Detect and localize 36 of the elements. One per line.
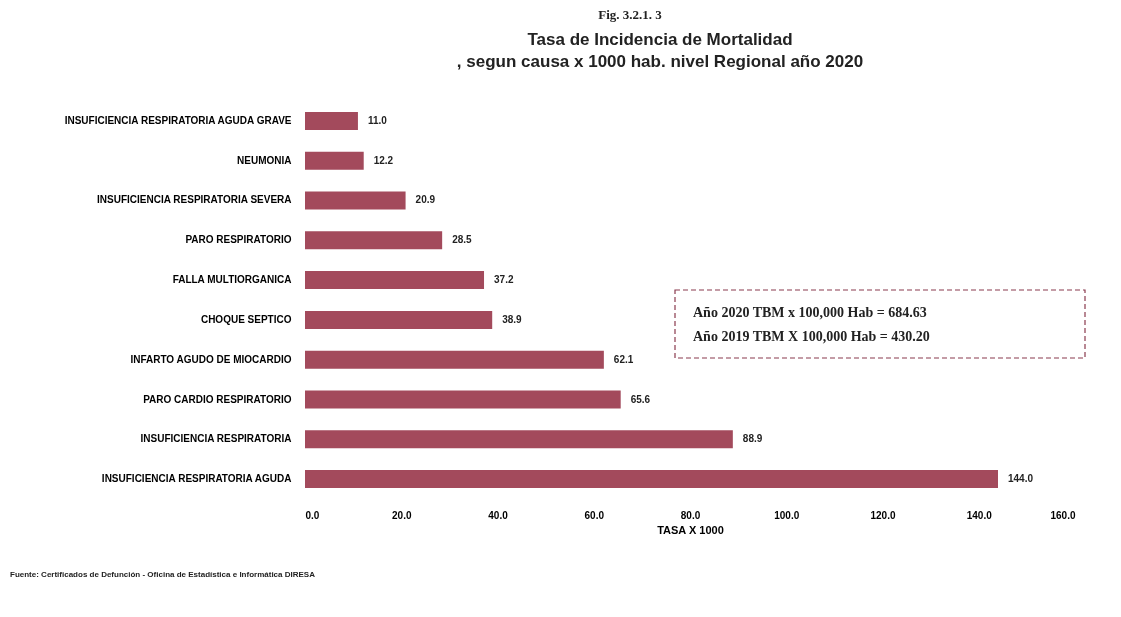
data-label: 62.1	[613, 353, 634, 365]
y-tick-label: NEUMONIA	[237, 154, 292, 166]
data-label: 38.9	[502, 313, 523, 325]
y-tick-label: INFARTO AGUDO DE MIOCARDIO	[130, 353, 292, 365]
data-label: 144.0	[1008, 473, 1034, 485]
data-label: 20.9	[415, 194, 436, 206]
x-tick-label: 0.0	[305, 509, 320, 521]
y-tick-label: PARO CARDIO RESPIRATORIO	[143, 393, 292, 405]
x-axis-title: TASA X 1000	[657, 523, 724, 536]
caption: Fig. 3.2.1. 3	[598, 7, 663, 22]
y-tick-label: INSUFICIENCIA RESPIRATORIA AGUDA GRAVE	[64, 114, 292, 126]
x-tick-label: 100.0	[774, 509, 800, 521]
data-label: 12.2	[373, 154, 394, 166]
x-tick-label: 80.0	[680, 509, 701, 521]
y-tick-label: INSUFICIENCIA RESPIRATORIA AGUDA	[101, 473, 292, 485]
annotation: Año 2020 TBM x 100,000 Hab = 684.63	[693, 305, 927, 320]
y-tick-label: INSUFICIENCIA RESPIRATORIA SEVERA	[97, 194, 292, 206]
data-label: 37.2	[494, 274, 514, 286]
data-label: 11.0	[367, 114, 388, 126]
y-tick-label: PARO RESPIRATORIO	[185, 234, 292, 246]
x-tick-label: 160.0	[1050, 509, 1076, 521]
x-tick-label: 140.0	[966, 509, 993, 521]
source-note: Fuente: Certificados de Defunción - Oficina de Estadística e Informática DIRESA	[10, 570, 316, 579]
y-tick-label: INSUFICIENCIA RESPIRATORIA	[140, 433, 292, 445]
x-tick-label: 120.0	[870, 509, 896, 521]
annotation: Año 2019 TBM X 100,000 Hab = 430.20	[693, 329, 930, 344]
text: , segun causa x 1000 hab. nivel Regional año 2020	[456, 52, 864, 71]
text: Tasa de Incidencia de Mortalidad	[527, 30, 793, 49]
data-label: 28.5	[452, 234, 473, 246]
y-tick-label: CHOQUE SEPTICO	[200, 313, 292, 325]
data-label: 88.9	[742, 433, 763, 445]
x-tick-label: 40.0	[488, 509, 509, 521]
x-tick-label: 20.0	[392, 509, 412, 521]
data-label: 65.6	[630, 393, 651, 405]
y-tick-label: FALLA MULTIORGANICA	[172, 274, 292, 286]
x-tick-label: 60.0	[584, 509, 605, 521]
